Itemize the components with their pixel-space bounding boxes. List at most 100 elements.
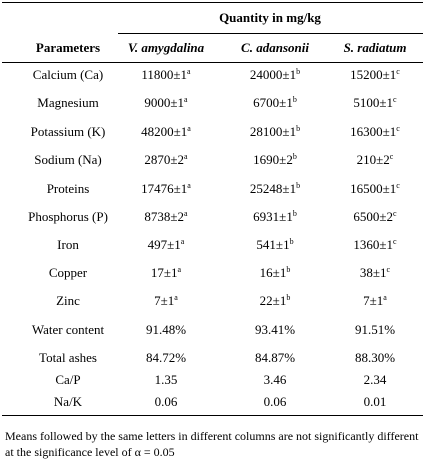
significance-letter: c — [393, 237, 397, 246]
significance-letter: b — [296, 67, 301, 76]
cell: 88.30% — [355, 350, 395, 366]
cell-value: 15200±1 — [350, 67, 397, 82]
significance-letter: c — [389, 152, 394, 161]
cell: 93.41% — [255, 322, 295, 338]
cell: 7±1a — [363, 293, 387, 309]
rule — [2, 62, 423, 63]
significance-letter: b — [289, 237, 294, 246]
cell-value: 84.72% — [145, 350, 187, 365]
significance-letter: b — [292, 95, 297, 104]
significance-letter: a — [184, 95, 188, 104]
rule — [2, 415, 423, 416]
cell-value: 2.34 — [363, 372, 387, 387]
cell: 38±1c — [360, 265, 390, 281]
rule — [2, 2, 423, 3]
parameter: Copper — [48, 265, 88, 280]
significance-letter: c — [396, 67, 400, 76]
parameter: Zinc — [56, 293, 80, 308]
significance-letter: a — [177, 265, 182, 274]
cell-value: 6500±2 — [353, 209, 394, 224]
parameter: Potassium (K) — [30, 124, 106, 139]
significance-letter: a — [187, 181, 191, 190]
cell-value: 2870±2 — [144, 152, 185, 167]
significance-letter: b — [292, 209, 297, 218]
cell: 7±1a — [154, 293, 178, 309]
cell: 6500±2c — [353, 209, 396, 225]
cell: 25248±1b — [250, 181, 300, 197]
cell-value: 0.06 — [154, 394, 178, 409]
cell: 0.06 — [155, 394, 178, 410]
significance-letter: c — [386, 265, 391, 274]
cell-value: 17476±1 — [141, 181, 188, 196]
cell-value: 6700±1 — [253, 95, 293, 110]
column-header: C. adansonii — [241, 40, 309, 55]
cell: 9000±1a — [144, 95, 187, 111]
significance-letter: c — [396, 181, 400, 190]
significance-letter: c — [393, 95, 397, 104]
cell-value: 1690±2 — [253, 152, 293, 167]
cell-value: 210±2 — [356, 152, 390, 167]
significance-letter: b — [286, 265, 291, 274]
cell-value: 5100±1 — [353, 95, 394, 110]
parameter: Calcium (Ca) — [32, 67, 104, 82]
cell-value: 1360±1 — [353, 237, 394, 252]
parameter: Iron — [57, 237, 79, 252]
cell-value: 9000±1 — [144, 95, 185, 110]
cell: 11800±1a — [141, 67, 190, 83]
cell-value: 11800±1 — [141, 67, 188, 82]
parameter: Magnesium — [37, 95, 99, 110]
cell-value: 38±1 — [359, 265, 387, 280]
cell: 91.48% — [146, 322, 186, 338]
cell-value: 48200±1 — [141, 124, 188, 139]
cell: 1.35 — [155, 372, 178, 388]
cell-value: 17±1 — [150, 265, 178, 280]
cell-value: 3.46 — [263, 372, 287, 387]
column-header: Parameters — [35, 40, 101, 55]
cell: 28100±1b — [250, 124, 300, 140]
significance-letter: a — [184, 152, 188, 161]
significance-letter: a — [180, 237, 185, 246]
parameter: Total ashes — [39, 350, 97, 365]
cell: 6931±1b — [253, 209, 297, 225]
cell-value: 7±1 — [154, 293, 175, 308]
cell: 3.46 — [264, 372, 287, 388]
cell-value: 0.06 — [263, 394, 287, 409]
cell: 210±2c — [357, 152, 394, 168]
cell-value: 91.48% — [145, 322, 187, 337]
cell: 16300±1c — [350, 124, 400, 140]
cell-value: 16300±1 — [350, 124, 397, 139]
cell-value: 88.30% — [354, 350, 396, 365]
cell-value: 497±1 — [147, 237, 181, 252]
cell: 1360±1c — [353, 237, 396, 253]
cell-value: 28100±1 — [249, 124, 297, 139]
cell: 91.51% — [355, 322, 395, 338]
significance-letter: a — [187, 124, 191, 133]
significance-letter: b — [296, 124, 301, 133]
cell: 2870±2a — [144, 152, 187, 168]
footnote: Means followed by the same letters in di… — [5, 429, 419, 459]
column-header: S. radiatum — [343, 40, 407, 55]
cell: 22±1b — [260, 293, 291, 309]
cell: 24000±1b — [250, 67, 300, 83]
cell: 5100±1c — [353, 95, 396, 111]
cell: 16±1b — [260, 265, 291, 281]
cell-value: 25248±1 — [249, 181, 297, 196]
parameter: Proteins — [46, 181, 90, 196]
cell-value: 22±1 — [259, 293, 287, 308]
parameter: Phosphorus (P) — [28, 209, 108, 224]
cell: 15200±1c — [350, 67, 400, 83]
cell: 84.72% — [146, 350, 186, 366]
cell-value: 1.35 — [154, 372, 178, 387]
cell-value: 6931±1 — [253, 209, 293, 224]
parameter: Na/K — [53, 394, 83, 409]
significance-letter: c — [396, 124, 400, 133]
cell: 17±1a — [151, 265, 181, 281]
cell: 1690±2b — [253, 152, 297, 168]
cell-value: 16500±1 — [350, 181, 397, 196]
cell: 541±1b — [256, 237, 293, 253]
cell-value: 0.01 — [363, 394, 387, 409]
rule — [118, 33, 423, 34]
group-header: Quantity in mg/kg — [219, 10, 321, 25]
cell-value: 93.41% — [254, 322, 296, 337]
